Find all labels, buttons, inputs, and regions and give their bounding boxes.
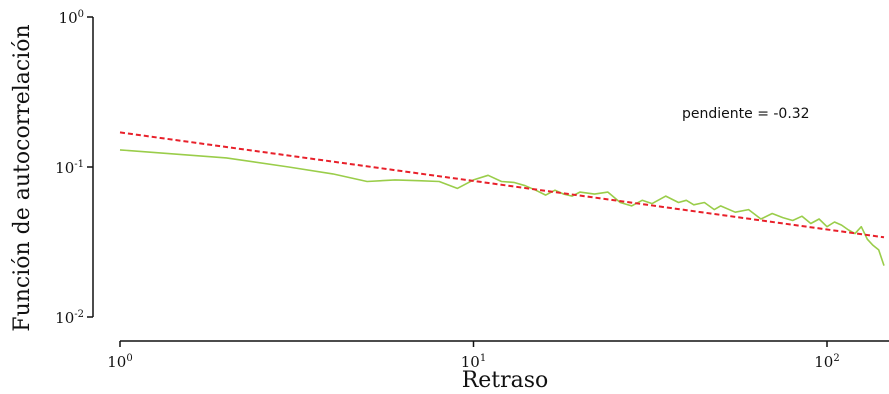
- y-ticks: 100 10-1 10-2: [55, 9, 93, 327]
- y-tick-label-2: 10-2: [55, 309, 84, 327]
- x-tick-label-0: 100: [107, 353, 132, 371]
- y-tick-label-0: 100: [59, 9, 84, 27]
- slope-annotation: pendiente = -0.32: [682, 106, 810, 122]
- x-tick-label-2: 102: [814, 353, 839, 371]
- x-tick-label-1: 101: [461, 353, 486, 371]
- y-axis-label: Función de autocorrelación: [10, 24, 35, 331]
- autocorrelation-line: [119, 149, 885, 266]
- x-ticks: 100 101 102: [107, 341, 840, 371]
- series-layer: [119, 131, 885, 266]
- y-tick-label-1: 10-1: [55, 159, 84, 177]
- x-axis-label: Retraso: [462, 368, 549, 393]
- fit-line: [119, 131, 885, 239]
- axes: [92, 17, 889, 342]
